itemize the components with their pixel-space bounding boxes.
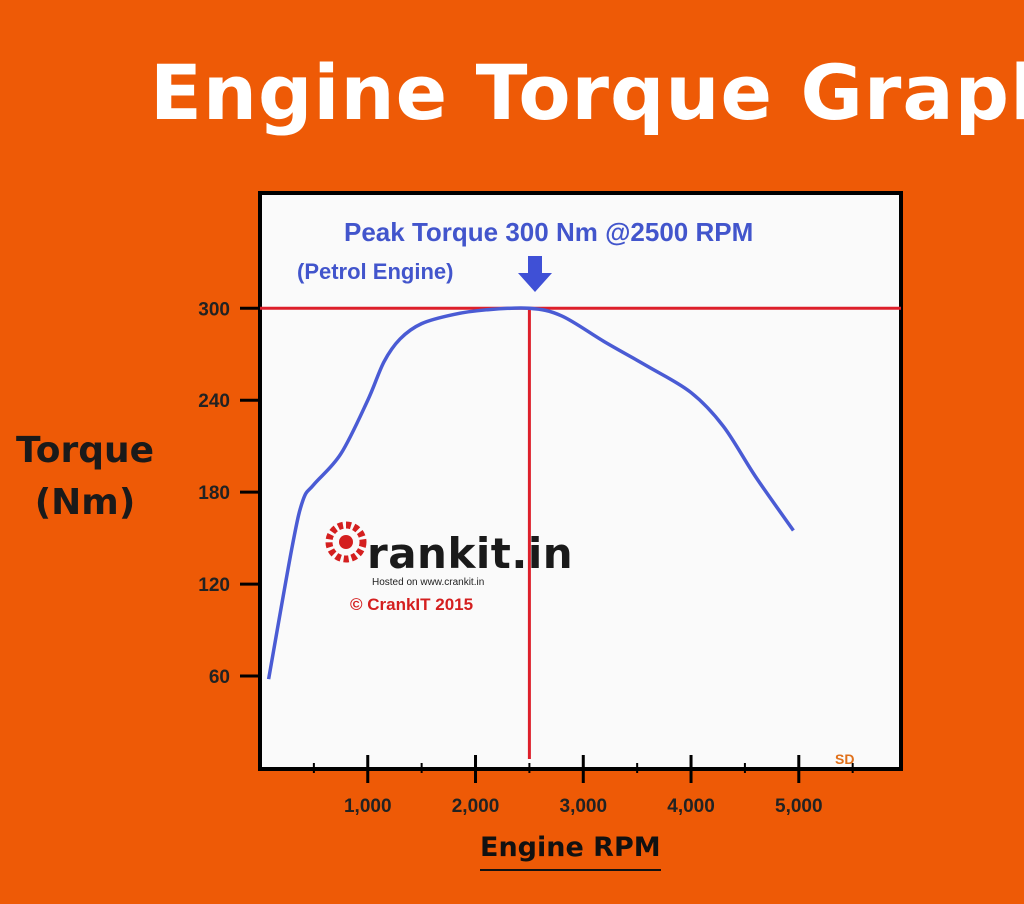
- crankit-logo: [325, 521, 367, 563]
- y-axis-label: Torque (Nm): [10, 425, 160, 529]
- signature-text: SD: [835, 751, 854, 767]
- gear-icon: [325, 521, 367, 563]
- x-tick-label: 5,000: [775, 796, 823, 817]
- peak-arrow-icon: [518, 256, 552, 292]
- copyright-text: © CrankIT 2015: [350, 595, 473, 614]
- x-tick-label: 2,000: [452, 796, 500, 817]
- y-tick-label: 60: [209, 667, 230, 688]
- x-tick-label: 3,000: [560, 796, 608, 817]
- x-axis-label: Engine RPM: [480, 832, 661, 871]
- logo-text: rankit.in: [367, 529, 573, 578]
- engine-type-annotation: (Petrol Engine): [297, 259, 453, 284]
- y-tick-label: 300: [198, 299, 230, 320]
- plot-area: [258, 191, 903, 771]
- y-axis-label-line-2: (Nm): [34, 482, 136, 524]
- reference-lines: [260, 306, 901, 759]
- peak-annotation: Peak Torque 300 Nm @2500 RPM: [344, 217, 753, 247]
- y-tick-label: 120: [198, 575, 230, 596]
- x-tick-label: 1,000: [344, 796, 392, 817]
- chart-title: Engine Torque Graph: [150, 48, 1024, 137]
- y-tick-label: 180: [198, 483, 230, 504]
- y-axis-label-line-1: Torque: [15, 430, 155, 471]
- hosted-text: Hosted on www.crankit.in: [372, 577, 484, 588]
- x-tick-label: 4,000: [667, 796, 715, 817]
- y-tick-label: 240: [198, 391, 230, 412]
- axis-ticks: 60 120 180 240 300 1,000 2,000 3,000 4,000 5,000: [198, 299, 854, 817]
- series-layer: [266, 306, 795, 680]
- gear-hub-icon: [339, 535, 353, 549]
